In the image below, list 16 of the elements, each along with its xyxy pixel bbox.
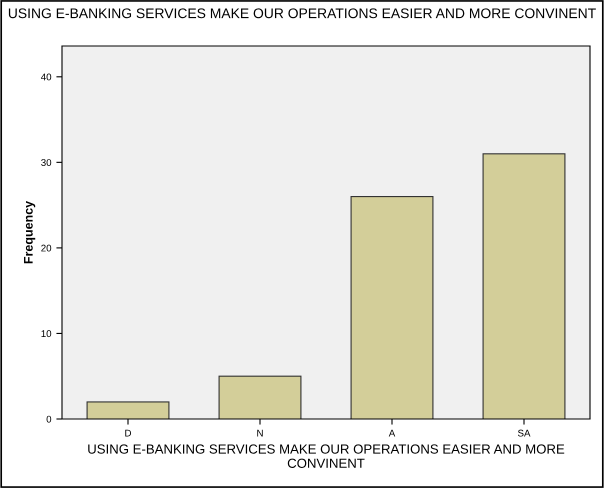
x-tick-label: N: [257, 430, 263, 436]
y-tick-label: 10: [42, 330, 52, 338]
y-tick-label: 20: [41, 244, 52, 252]
x-tick-label: A: [388, 430, 396, 436]
y-tick-label: 30: [41, 159, 52, 166]
chart-title: USING E-BANKING SERVICES MAKE OUR OPERATIONS EASIER AND MORE CONVINENT: [8, 8, 596, 18]
x-tick-label: D: [125, 430, 132, 436]
bar: [86, 401, 170, 419]
x-axis-title: USING E-BANKING SERVICES MAKE OUR OPERATIONS EASIER AND MORE CONVINENT: [88, 444, 564, 468]
y-tick-label: 0: [46, 416, 52, 423]
bar: [482, 153, 566, 419]
bar: [218, 376, 302, 419]
y-axis-title: Frequency: [24, 200, 36, 264]
x-tick-label: SA: [518, 430, 530, 437]
bar: [350, 196, 434, 419]
y-tick-label: 40: [40, 74, 52, 80]
